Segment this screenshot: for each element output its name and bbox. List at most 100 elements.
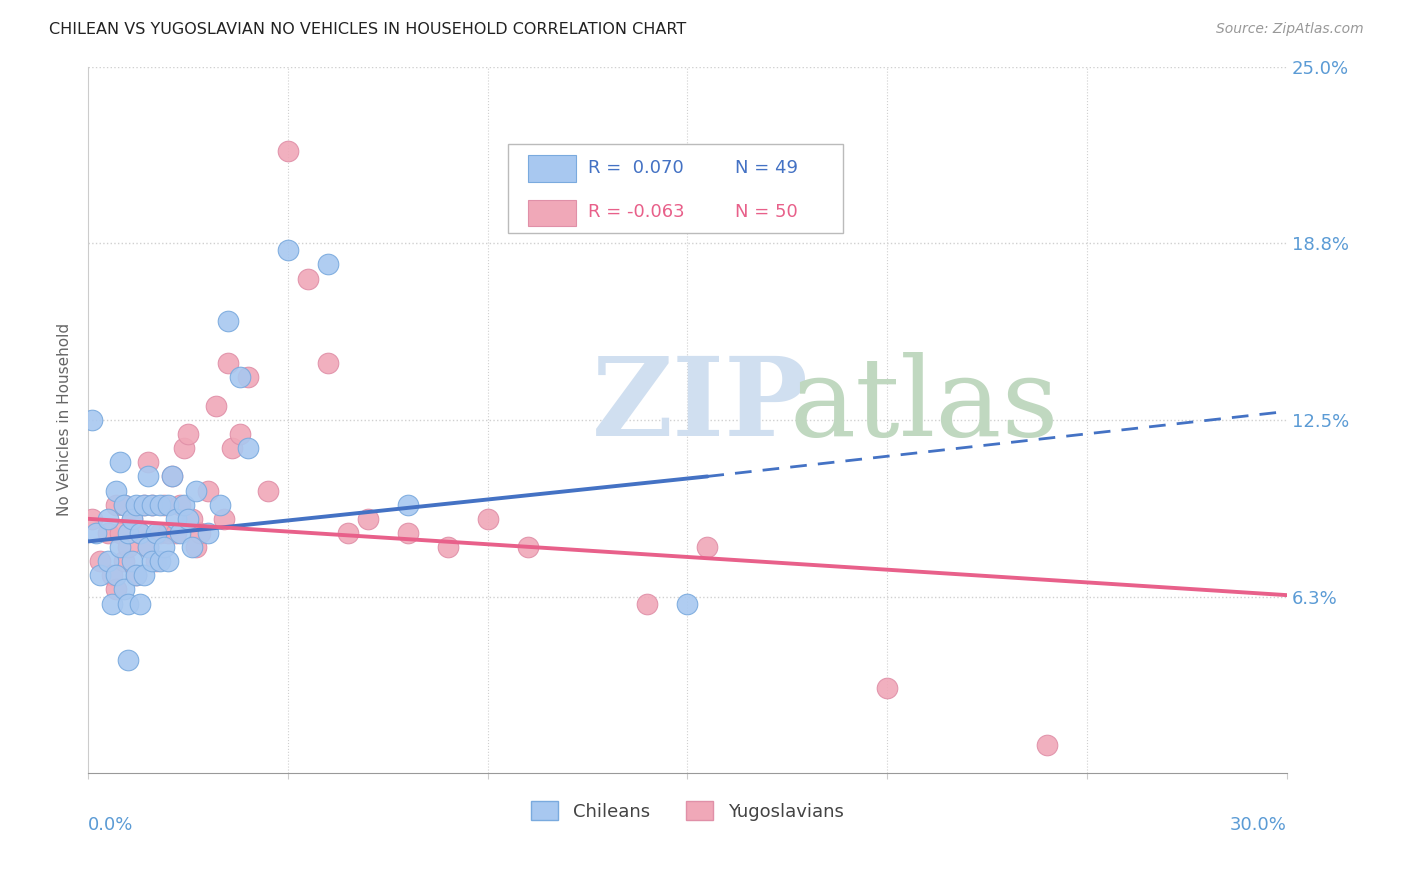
Point (129, 525, 152, 540)
Point (121, 554, 143, 568)
Point (297, 271, 319, 285)
Point (132, 568, 155, 582)
Point (165, 525, 187, 540)
Point (129, 525, 152, 540)
Point (236, 441, 259, 455)
Point (141, 498, 163, 512)
Point (108, 525, 131, 540)
Point (436, 540, 458, 554)
Text: R =  0.070: R = 0.070 (588, 159, 683, 177)
Point (117, 540, 139, 554)
Point (316, 356, 339, 370)
Text: ZIP: ZIP (592, 352, 808, 459)
Point (1036, 738, 1059, 752)
Point (125, 568, 148, 582)
Point (160, 469, 183, 483)
Point (89, 554, 111, 568)
Point (169, 525, 191, 540)
Point (221, 441, 243, 455)
Point (257, 483, 280, 498)
Point (217, 314, 239, 328)
Point (197, 525, 219, 540)
Point (212, 512, 235, 526)
Point (108, 455, 131, 469)
Point (153, 498, 176, 512)
Point (188, 525, 211, 540)
Point (181, 512, 204, 526)
Point (141, 554, 163, 568)
Point (396, 498, 419, 512)
Point (157, 498, 180, 512)
Point (105, 568, 128, 582)
Point (112, 582, 135, 597)
Text: 0.0%: 0.0% (89, 815, 134, 834)
Point (316, 257, 339, 271)
Point (177, 427, 200, 442)
Point (208, 498, 231, 512)
Point (82, 512, 104, 526)
Point (205, 399, 228, 413)
Point (153, 540, 176, 554)
Point (129, 597, 152, 611)
Point (696, 540, 718, 554)
Text: atlas: atlas (789, 352, 1059, 459)
Point (117, 597, 139, 611)
Point (149, 498, 172, 512)
Point (125, 498, 148, 512)
Point (125, 568, 148, 582)
Point (157, 554, 180, 568)
Point (229, 427, 252, 442)
Point (112, 498, 135, 512)
Bar (529, 200, 576, 227)
Point (160, 469, 183, 483)
FancyBboxPatch shape (508, 145, 844, 233)
Point (277, 145, 299, 159)
Point (112, 554, 135, 568)
Point (121, 512, 143, 526)
Point (477, 512, 499, 526)
Point (184, 540, 207, 554)
Point (89, 568, 111, 582)
Point (136, 540, 159, 554)
Point (136, 469, 159, 483)
Point (229, 370, 252, 384)
Point (141, 498, 163, 512)
Point (136, 455, 159, 469)
Point (145, 554, 167, 568)
Point (165, 512, 187, 526)
Point (136, 540, 159, 554)
Point (396, 525, 419, 540)
Point (97, 512, 120, 526)
Text: R = -0.063: R = -0.063 (588, 203, 685, 221)
Point (117, 653, 139, 667)
Point (876, 681, 898, 696)
Point (149, 554, 172, 568)
Point (117, 525, 139, 540)
Point (173, 441, 195, 455)
Text: N = 49: N = 49 (735, 159, 799, 177)
Point (157, 525, 180, 540)
Point (357, 512, 380, 526)
Point (181, 540, 204, 554)
Point (101, 597, 124, 611)
Point (145, 525, 167, 540)
Point (336, 525, 359, 540)
Point (197, 483, 219, 498)
Point (101, 568, 124, 582)
Point (105, 582, 128, 597)
Point (108, 540, 131, 554)
Text: Source: ZipAtlas.com: Source: ZipAtlas.com (1216, 22, 1364, 37)
Point (516, 540, 538, 554)
Point (112, 498, 135, 512)
Text: 30.0%: 30.0% (1230, 815, 1286, 834)
Point (82, 413, 104, 427)
Point (169, 498, 191, 512)
Text: CHILEAN VS YUGOSLAVIAN NO VEHICLES IN HOUSEHOLD CORRELATION CHART: CHILEAN VS YUGOSLAVIAN NO VEHICLES IN HO… (49, 22, 686, 37)
Point (277, 244, 299, 258)
Point (217, 356, 239, 370)
Point (637, 597, 659, 611)
Text: N = 50: N = 50 (735, 203, 799, 221)
Point (105, 498, 128, 512)
Point (149, 525, 172, 540)
Point (97, 554, 120, 568)
